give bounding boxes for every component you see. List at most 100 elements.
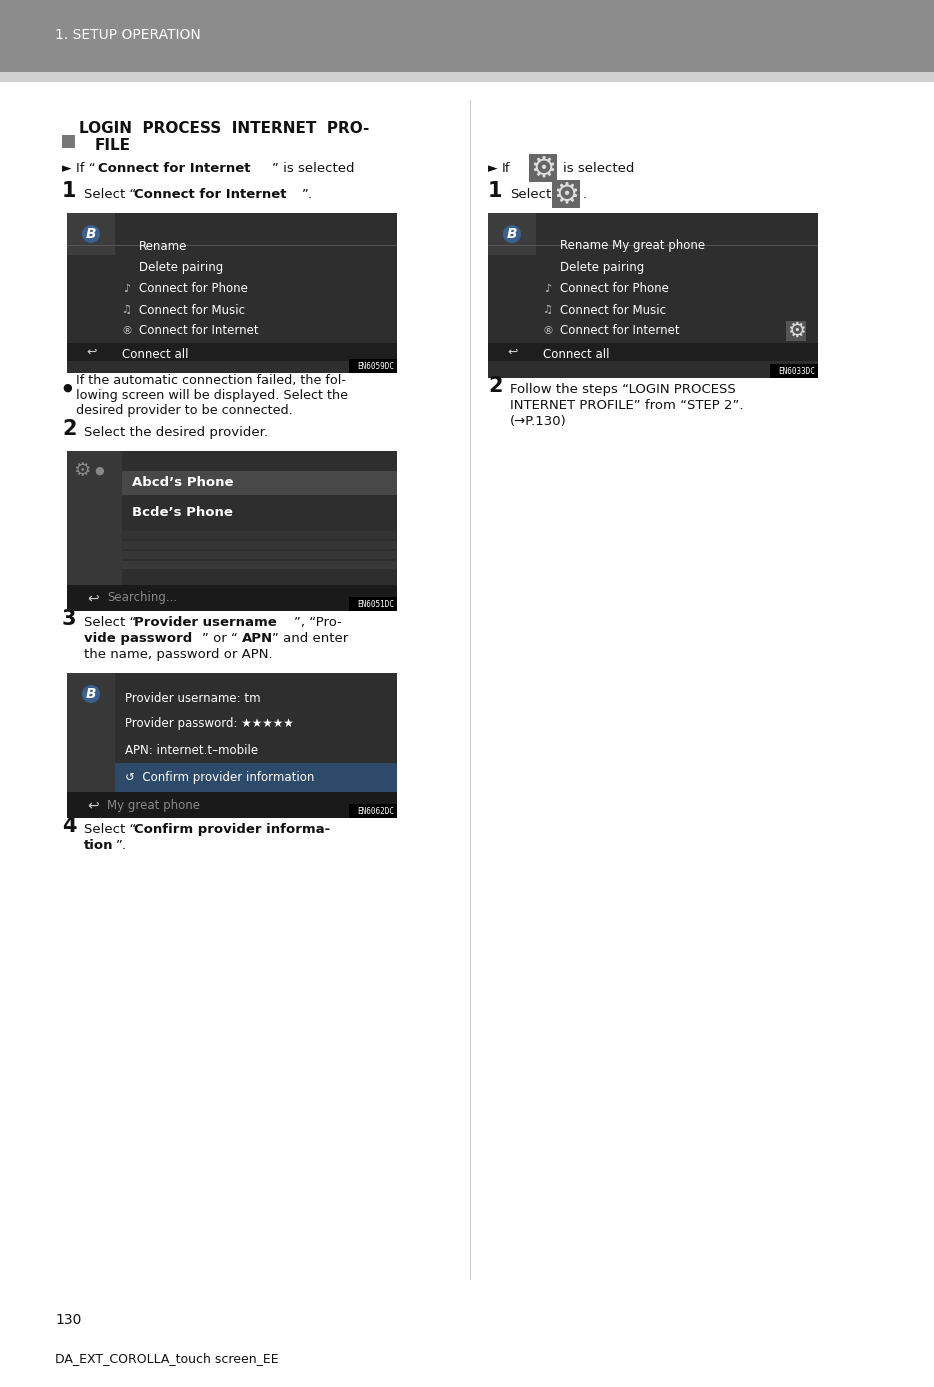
Text: .: . xyxy=(583,189,587,201)
Bar xyxy=(488,214,818,379)
Text: Connect for Music: Connect for Music xyxy=(560,304,666,316)
Bar xyxy=(67,343,397,361)
Bar xyxy=(67,451,122,612)
Text: ►: ► xyxy=(488,162,498,175)
Bar xyxy=(349,596,397,612)
Text: ♫: ♫ xyxy=(122,305,132,315)
Text: DA_EXT_COROLLA_touch screen_EE: DA_EXT_COROLLA_touch screen_EE xyxy=(55,1352,278,1365)
Text: EN6033DC: EN6033DC xyxy=(778,368,815,376)
Text: If the automatic connection failed, the fol-: If the automatic connection failed, the … xyxy=(76,374,346,387)
Bar xyxy=(0,0,934,72)
Text: ♪: ♪ xyxy=(123,284,131,294)
Text: Select “: Select “ xyxy=(84,822,136,836)
Text: 1: 1 xyxy=(488,180,502,201)
Text: ♫: ♫ xyxy=(543,305,553,315)
Text: ®: ® xyxy=(543,326,554,336)
Circle shape xyxy=(82,225,100,243)
Text: Connect for Internet: Connect for Internet xyxy=(134,189,287,201)
Text: Connect for Internet: Connect for Internet xyxy=(98,162,250,175)
Text: My great phone: My great phone xyxy=(107,799,200,811)
Text: 3: 3 xyxy=(62,609,77,628)
Circle shape xyxy=(82,685,100,703)
Text: APN: APN xyxy=(242,632,273,645)
Text: APN: internet.t–mobile: APN: internet.t–mobile xyxy=(125,743,258,756)
Text: 1: 1 xyxy=(62,180,77,201)
Text: ⚙: ⚙ xyxy=(553,180,579,208)
Bar xyxy=(67,214,397,373)
Text: Select “: Select “ xyxy=(84,189,136,201)
Text: ⚙: ⚙ xyxy=(786,320,805,341)
Text: ●: ● xyxy=(62,383,72,393)
Text: Select: Select xyxy=(510,189,551,201)
Bar xyxy=(122,541,397,549)
Bar xyxy=(67,451,397,612)
Bar xyxy=(115,763,397,793)
Text: (→P.130): (→P.130) xyxy=(510,415,567,429)
Text: vide password: vide password xyxy=(84,632,192,645)
Bar xyxy=(349,359,397,373)
Text: Abcd’s Phone: Abcd’s Phone xyxy=(132,477,234,490)
Text: Connect all: Connect all xyxy=(122,348,189,361)
Text: Delete pairing: Delete pairing xyxy=(139,262,223,275)
Text: B: B xyxy=(507,227,517,241)
Text: Connect for Music: Connect for Music xyxy=(139,304,245,316)
Text: Connect all: Connect all xyxy=(543,348,610,361)
Text: EN6059DC: EN6059DC xyxy=(357,362,394,370)
Text: Connect for Internet: Connect for Internet xyxy=(139,325,259,337)
Text: 1. SETUP OPERATION: 1. SETUP OPERATION xyxy=(55,28,201,42)
Bar xyxy=(349,804,397,818)
Text: ”, “Pro-: ”, “Pro- xyxy=(294,616,342,628)
Text: If “: If “ xyxy=(76,162,95,175)
Text: ♪: ♪ xyxy=(545,284,552,294)
Text: 2: 2 xyxy=(62,419,77,440)
Text: the name, password or APN.: the name, password or APN. xyxy=(84,648,273,662)
Text: lowing screen will be displayed. Select the: lowing screen will be displayed. Select … xyxy=(76,388,348,402)
Bar xyxy=(62,135,75,148)
Bar xyxy=(122,531,397,540)
Text: Connect for Internet: Connect for Internet xyxy=(560,325,680,337)
Text: Select “: Select “ xyxy=(84,616,136,628)
Bar xyxy=(67,792,397,818)
Text: Connect for Phone: Connect for Phone xyxy=(139,283,248,295)
Text: Provider password: ★★★★★: Provider password: ★★★★★ xyxy=(125,717,294,731)
Text: ”.: ”. xyxy=(302,189,313,201)
Text: If: If xyxy=(502,162,511,175)
Text: 130: 130 xyxy=(55,1313,81,1327)
Text: Bcde’s Phone: Bcde’s Phone xyxy=(132,506,233,520)
Text: ⚙: ⚙ xyxy=(73,462,91,480)
Text: ” and enter: ” and enter xyxy=(272,632,348,645)
Text: 2: 2 xyxy=(488,376,502,397)
Bar xyxy=(488,343,818,361)
Text: 4: 4 xyxy=(62,816,77,836)
Text: is selected: is selected xyxy=(563,162,634,175)
Text: Connect for Phone: Connect for Phone xyxy=(560,283,669,295)
Bar xyxy=(488,214,536,255)
Text: INTERNET PROFILE” from “STEP 2”.: INTERNET PROFILE” from “STEP 2”. xyxy=(510,399,743,412)
Text: desired provider to be connected.: desired provider to be connected. xyxy=(76,404,292,417)
Text: FILE: FILE xyxy=(95,137,131,153)
Text: ●: ● xyxy=(94,466,104,476)
Bar xyxy=(67,214,115,255)
Text: ®: ® xyxy=(121,326,133,336)
Text: ”.: ”. xyxy=(116,839,127,852)
Bar xyxy=(470,100,471,1280)
Text: ” is selected: ” is selected xyxy=(272,162,355,175)
Bar xyxy=(786,320,806,341)
Bar xyxy=(0,72,934,82)
Text: ↩: ↩ xyxy=(87,798,99,811)
Text: ↩: ↩ xyxy=(508,345,518,358)
Text: Follow the steps “LOGIN PROCESS: Follow the steps “LOGIN PROCESS xyxy=(510,383,736,397)
Bar xyxy=(122,551,397,559)
Bar xyxy=(552,180,580,208)
Bar xyxy=(67,585,397,612)
Bar xyxy=(529,154,557,182)
Text: B: B xyxy=(86,227,96,241)
Text: ↩: ↩ xyxy=(87,591,99,605)
Text: B: B xyxy=(86,687,96,700)
Text: ►: ► xyxy=(62,162,72,175)
Text: EN6051DC: EN6051DC xyxy=(357,601,394,609)
Text: Provider username: tm: Provider username: tm xyxy=(125,692,261,705)
Text: Rename My great phone: Rename My great phone xyxy=(560,240,705,252)
Text: tion: tion xyxy=(84,839,114,852)
Text: Searching...: Searching... xyxy=(107,591,177,605)
